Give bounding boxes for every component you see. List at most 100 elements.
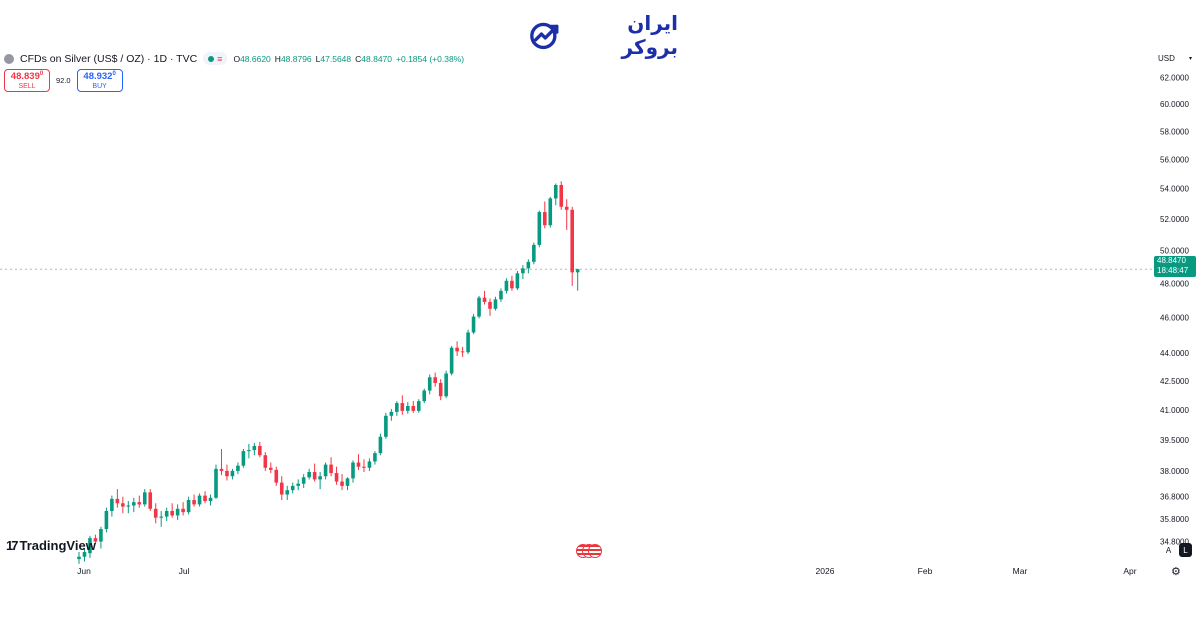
- candle-body: [543, 212, 547, 226]
- candle-body: [285, 490, 290, 495]
- candle-body: [115, 498, 120, 504]
- y-tick-label: 52.0000: [1160, 215, 1189, 224]
- menu-lines-icon: ≡: [217, 53, 223, 64]
- candle-body: [471, 316, 476, 333]
- buy-price-superscript: 0: [112, 70, 116, 77]
- x-tick-label: Apr: [1123, 566, 1136, 576]
- market-status-pill[interactable]: ≡: [203, 52, 228, 65]
- candle-body: [373, 453, 377, 462]
- candle-body: [148, 492, 153, 509]
- candle-body: [395, 403, 399, 412]
- candle-body: [312, 471, 317, 480]
- brand-logo: ایران بروکر: [528, 11, 678, 59]
- change-value: +0.1854 (+0.38%): [396, 53, 465, 64]
- candle-body: [329, 464, 333, 474]
- candle-body: [389, 411, 394, 416]
- candle-body: [532, 244, 536, 262]
- candle-body: [137, 502, 142, 505]
- candle-body: [564, 206, 569, 210]
- candle-body: [384, 415, 388, 437]
- us-flag-events-icon[interactable]: [576, 544, 602, 560]
- open-label: O: [233, 53, 241, 64]
- x-tick-label: Mar: [1013, 566, 1028, 576]
- candle-body: [356, 462, 361, 467]
- spread-value: 92.0: [56, 76, 71, 85]
- y-tick-label: 56.0000: [1160, 155, 1189, 164]
- candle-body: [219, 468, 224, 471]
- x-tick-label: Feb: [918, 566, 933, 576]
- candle-body: [438, 382, 443, 397]
- tradingview-logo[interactable]: 17 TradingView: [6, 538, 96, 553]
- y-tick-label: 48.0000: [1160, 279, 1189, 288]
- candle-body: [301, 477, 306, 484]
- sell-button[interactable]: 48.8390 SELL: [4, 69, 50, 92]
- candle-body: [526, 261, 531, 269]
- x-tick-label: Jul: [179, 566, 190, 576]
- trade-panel: 48.8390 SELL 92.0 48.9320 BUY: [4, 69, 123, 92]
- buy-price: 48.932: [83, 71, 113, 83]
- y-tick-label: 35.8000: [1160, 515, 1189, 524]
- y-tick-label: 60.0000: [1160, 100, 1189, 109]
- candle-body: [504, 280, 509, 291]
- candle-body: [362, 466, 366, 468]
- sell-price: 48.839: [10, 71, 40, 83]
- close-label: C: [355, 53, 362, 64]
- chevron-down-icon: ▾: [1188, 56, 1192, 62]
- sell-label: SELL: [18, 83, 36, 91]
- candle-body: [334, 473, 339, 482]
- candle-body: [515, 273, 520, 289]
- y-tick-label: 50.0000: [1160, 247, 1189, 256]
- candle-body: [203, 495, 207, 502]
- candle-body: [110, 498, 114, 512]
- log-scale-button[interactable]: L: [1179, 543, 1192, 557]
- candle-body: [93, 538, 98, 542]
- symbol-title[interactable]: CFDs on Silver (US$ / OZ) · 1D · TVC: [20, 52, 198, 65]
- candle-body: [416, 401, 421, 411]
- candle-body: [521, 268, 525, 274]
- candle-body: [488, 301, 492, 309]
- x-tick-label: 2026: [816, 566, 835, 576]
- tradingview-wordmark: TradingView: [19, 538, 96, 553]
- candle-body: [170, 511, 174, 516]
- candle-body: [455, 347, 459, 352]
- candle-body: [77, 556, 81, 560]
- candle-body: [181, 508, 185, 513]
- gear-icon[interactable]: ⚙: [1171, 566, 1181, 578]
- candle-body: [279, 482, 284, 495]
- candle-body: [367, 461, 372, 468]
- candle-body: [99, 528, 103, 542]
- buy-button[interactable]: 48.9320 BUY: [76, 69, 123, 92]
- last-price-label: 48.8470 18:48:47: [1154, 256, 1196, 277]
- high-label: H: [274, 53, 281, 64]
- candle-body: [132, 502, 136, 506]
- market-open-dot-icon: [208, 55, 215, 62]
- candle-body: [482, 297, 487, 302]
- x-tick-label: Jun: [77, 566, 91, 576]
- candle-body: [121, 503, 125, 507]
- candle-body: [575, 269, 580, 273]
- candle-body: [559, 184, 564, 207]
- silver-symbol-icon: [4, 53, 14, 64]
- candle-body: [510, 280, 514, 289]
- y-tick-label: 38.0000: [1160, 467, 1189, 476]
- candle-body: [236, 465, 240, 471]
- buy-label: BUY: [92, 83, 107, 91]
- candle-body: [427, 377, 432, 391]
- candle-body: [345, 478, 350, 486]
- auto-scale-button[interactable]: A: [1165, 545, 1172, 555]
- y-tick-label: 44.0000: [1160, 349, 1189, 358]
- chart-growth-icon: [530, 22, 559, 50]
- chart-legend: CFDs on Silver (US$ / OZ) · 1D · TVC ≡ O…: [4, 52, 464, 65]
- currency-selector[interactable]: USD ▾: [1153, 51, 1197, 66]
- candle-body: [186, 499, 191, 513]
- candle-body: [477, 297, 481, 317]
- candle-body: [411, 405, 416, 411]
- y-tick-label: 34.8000: [1160, 538, 1189, 547]
- y-tick-label: 39.5000: [1160, 436, 1189, 445]
- tradingview-mark-icon: 17: [6, 538, 19, 553]
- candle-body: [323, 464, 328, 477]
- candle-body: [553, 184, 558, 199]
- candle-body: [247, 450, 251, 452]
- candle-body: [307, 471, 311, 478]
